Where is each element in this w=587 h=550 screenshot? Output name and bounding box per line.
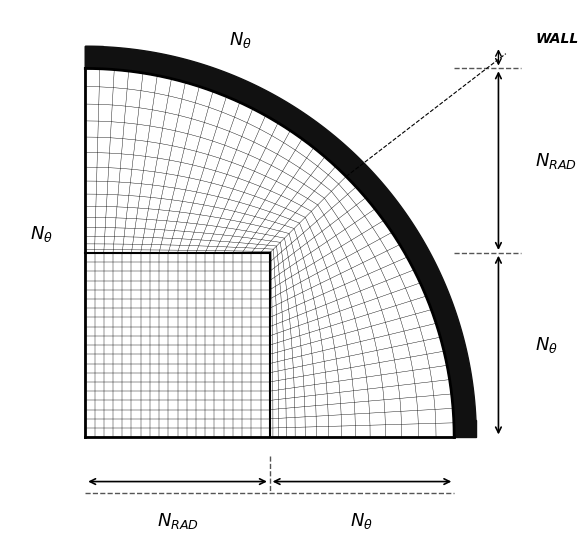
Text: $N_\theta$: $N_\theta$ bbox=[29, 224, 52, 244]
Text: $N_{RAD}$: $N_{RAD}$ bbox=[157, 511, 198, 531]
Text: $N_\theta$: $N_\theta$ bbox=[535, 335, 558, 355]
Text: $N_\theta$: $N_\theta$ bbox=[229, 30, 252, 50]
Polygon shape bbox=[85, 46, 103, 68]
Text: WALL: WALL bbox=[535, 32, 579, 46]
Text: $N_\theta$: $N_\theta$ bbox=[350, 511, 373, 531]
Text: $N_{RAD}$: $N_{RAD}$ bbox=[535, 151, 577, 170]
Polygon shape bbox=[454, 420, 476, 437]
Polygon shape bbox=[85, 46, 476, 437]
